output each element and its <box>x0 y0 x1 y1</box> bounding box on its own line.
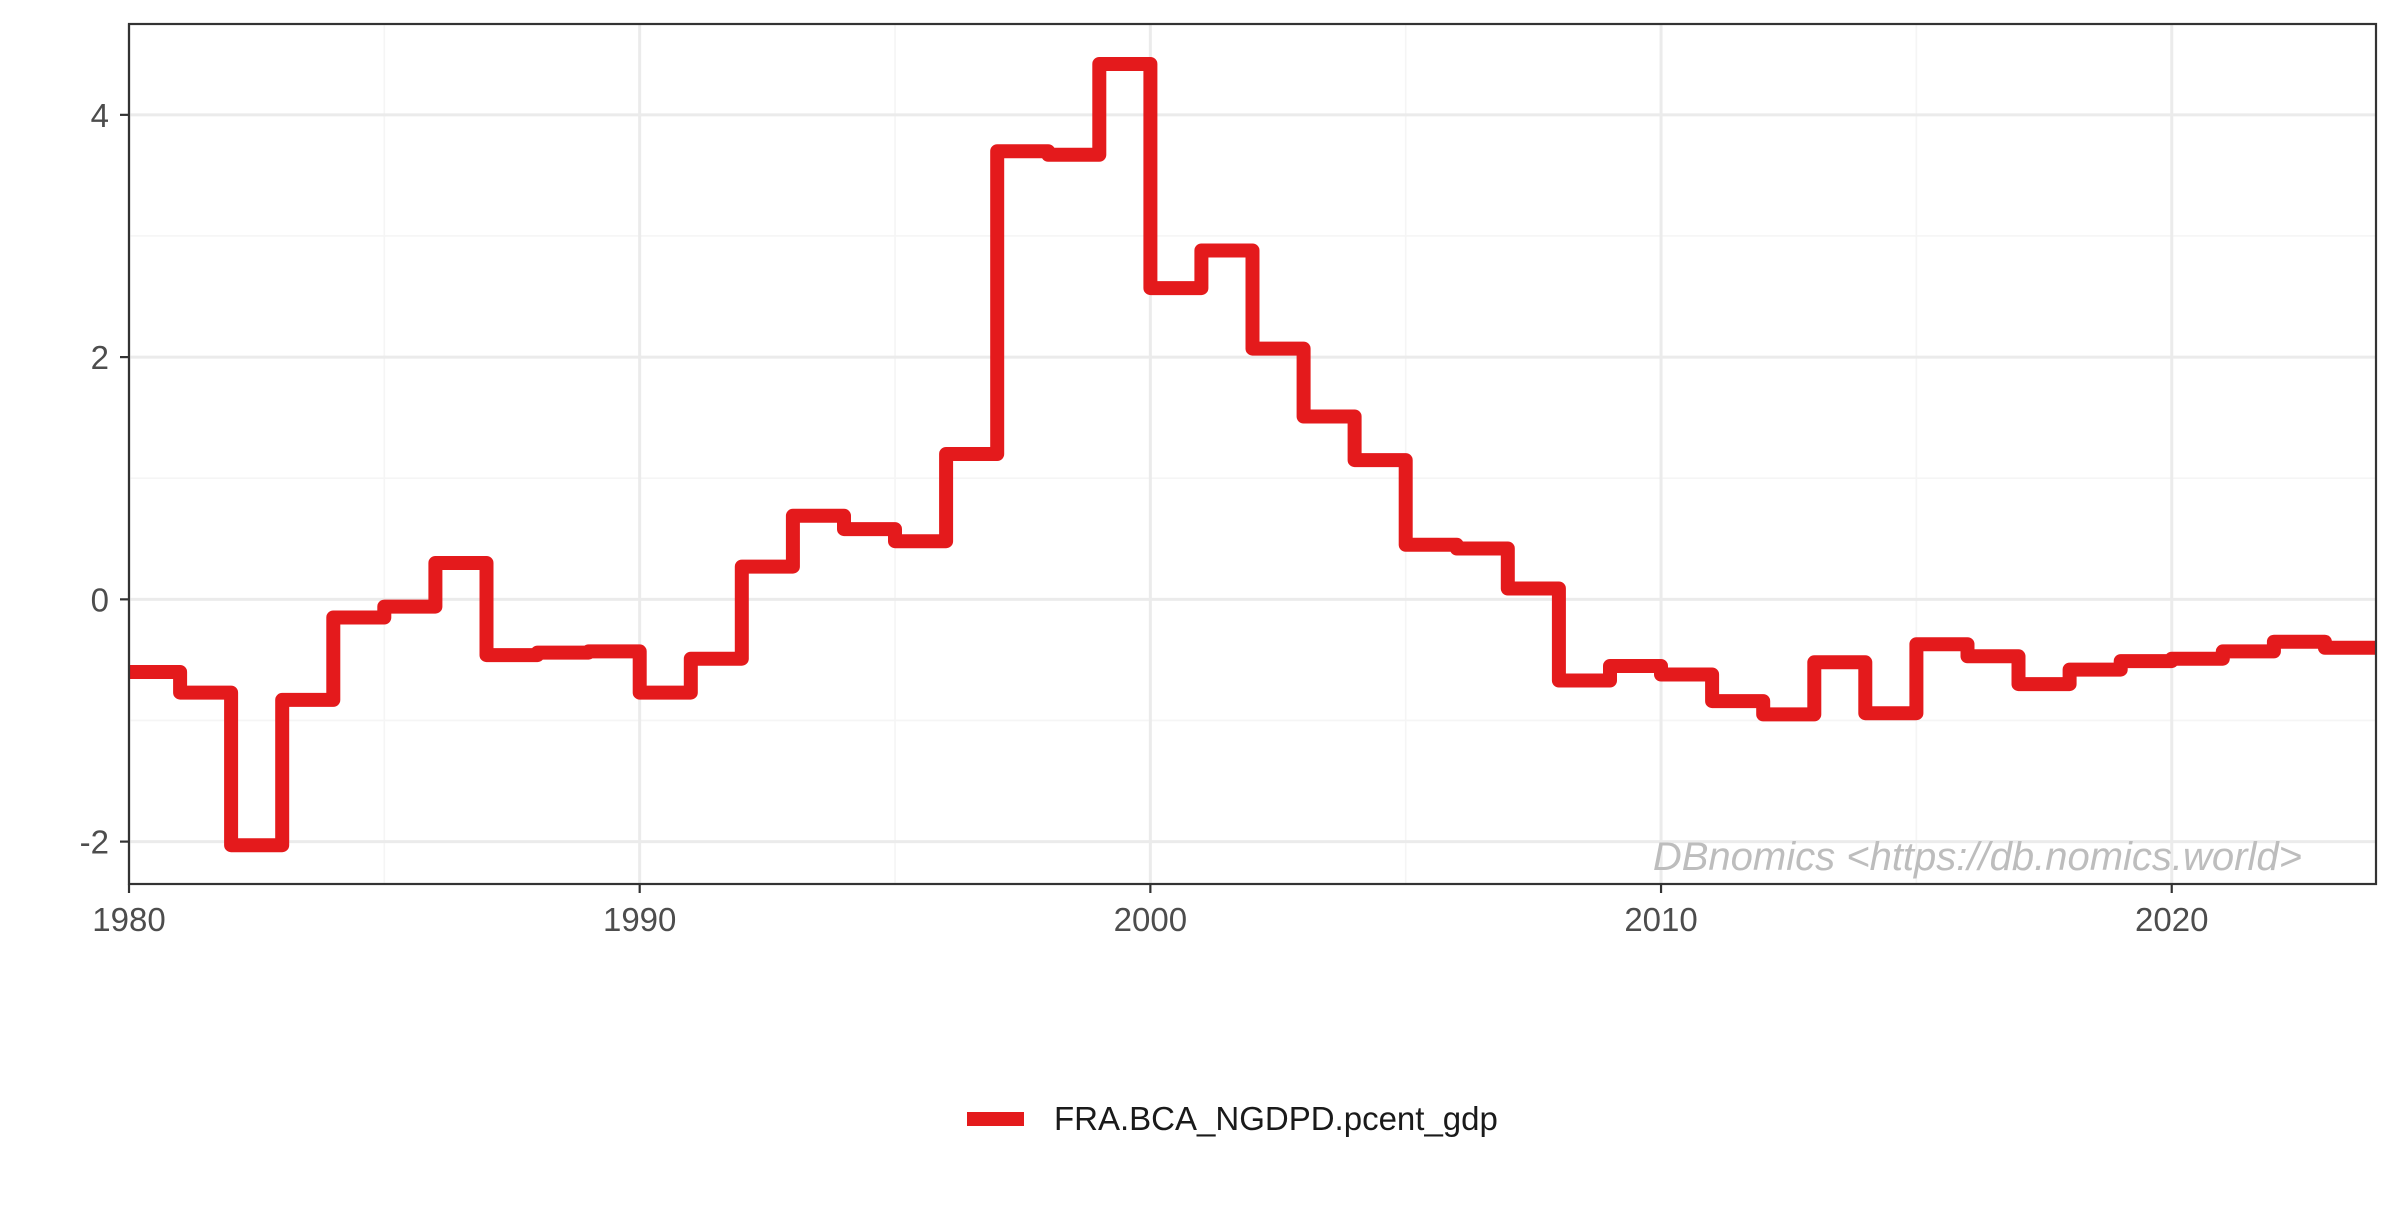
watermark-annotation: DBnomics <https://db.nomics.world> <box>1653 835 2302 879</box>
x-tick-label: 2020 <box>2135 901 2208 938</box>
x-tick-label: 2010 <box>1624 901 1697 938</box>
y-tick-label: -2 <box>80 824 109 861</box>
legend-label-0: FRA.BCA_NGDPD.pcent_gdp <box>1054 1100 1498 1137</box>
y-tick-label: 4 <box>91 97 109 134</box>
y-tick-label: 0 <box>91 581 109 618</box>
y-tick-label: 2 <box>91 339 109 376</box>
x-tick-label: 2000 <box>1114 901 1187 938</box>
axes: 1980 1990 2000 2010 2020 -2 0 2 4 <box>80 97 2209 938</box>
x-tick-label: 1990 <box>603 901 676 938</box>
grid-lines <box>127 24 2376 884</box>
series-line-0 <box>129 57 2376 853</box>
legend: FRA.BCA_NGDPD.pcent_gdp <box>967 1100 1498 1137</box>
legend-key-0 <box>967 1112 1024 1126</box>
plot-panel-border <box>127 22 2378 886</box>
plot-panel-background <box>129 24 2376 884</box>
series-layer <box>129 57 2376 853</box>
x-tick-label: 1980 <box>92 901 165 938</box>
